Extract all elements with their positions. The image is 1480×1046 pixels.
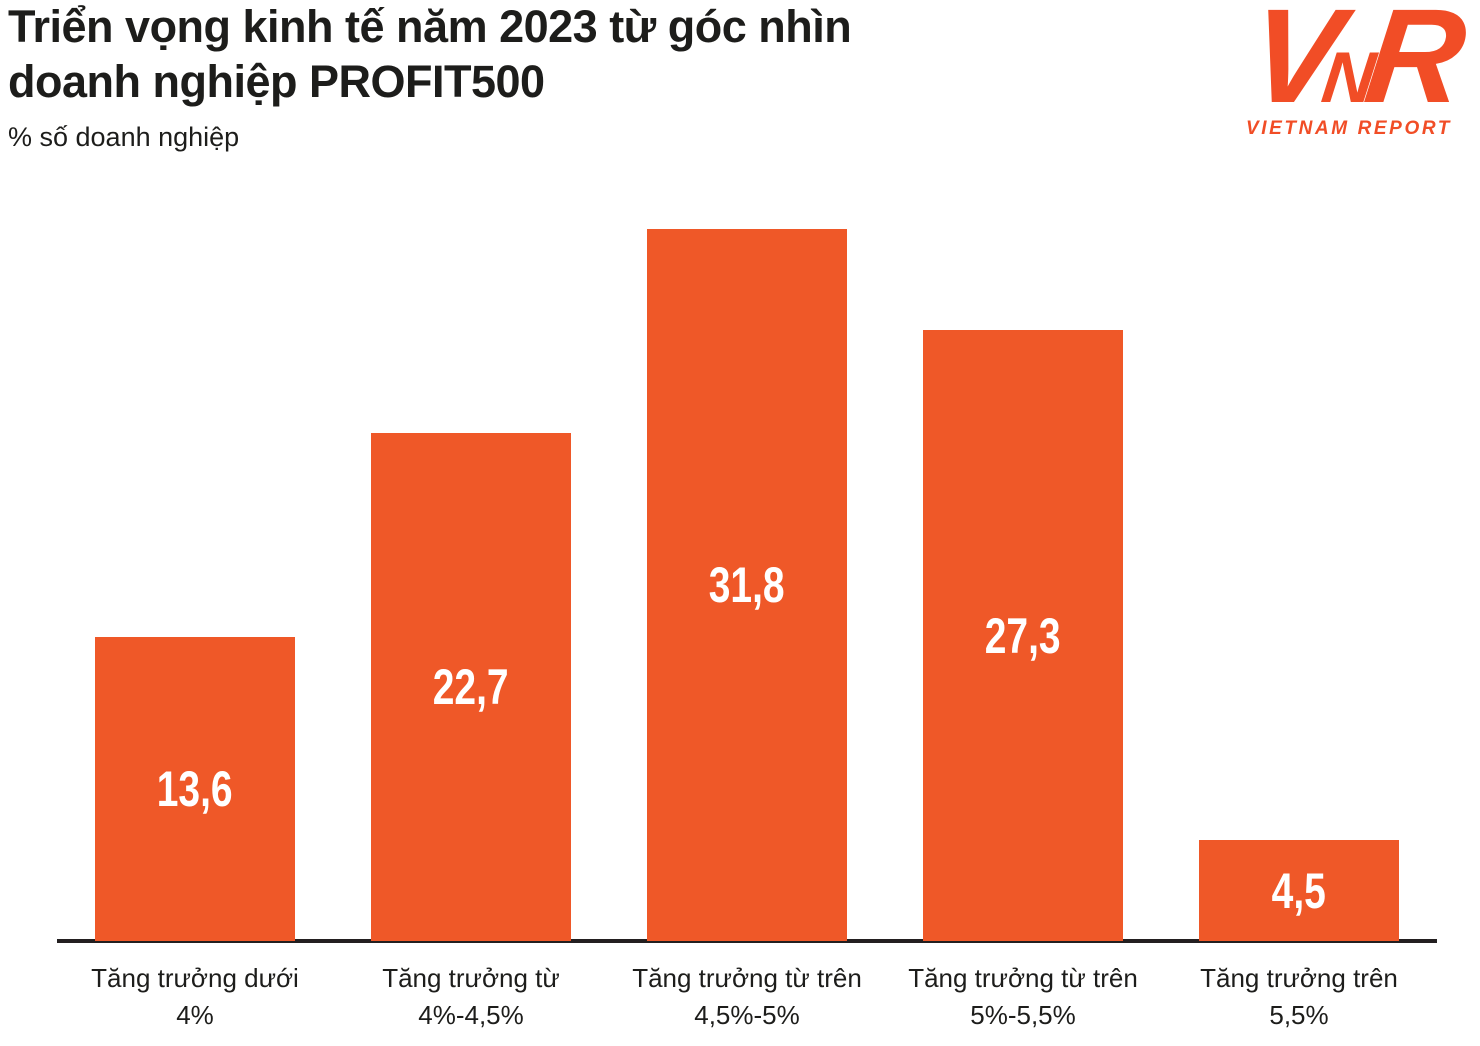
bar-column: 27,3 <box>885 191 1161 941</box>
bar-column: 4,5 <box>1161 191 1437 941</box>
bar-value-label: 13,6 <box>157 761 233 817</box>
bar: 22,7 <box>371 433 571 941</box>
bar-chart: 13,6 22,7 31,8 27,3 4,5 <box>57 191 1437 941</box>
bar-column: 22,7 <box>333 191 609 941</box>
bar-value-label: 27,3 <box>985 607 1061 664</box>
bar: 27,3 <box>923 330 1123 941</box>
x-axis-category-label: Tăng trưởng từ trên 5%-5,5% <box>908 963 1138 1030</box>
x-axis-labels: Tăng trưởng dưới 4% Tăng trưởng từ 4%-4,5% T… <box>57 960 1437 1034</box>
chart-unit-label: % số doanh nghiệp <box>8 122 240 152</box>
x-axis-category-label: Tăng trưởng trên 5,5% <box>1200 963 1398 1030</box>
logo-caption: VIETNAM REPORT <box>1246 118 1452 139</box>
bar-column: 13,6 <box>57 191 333 941</box>
bar: 31,8 <box>647 229 847 941</box>
bar-value-label: 22,7 <box>433 659 509 715</box>
bar: 13,6 <box>95 637 295 941</box>
vietnam-report-logo: V N R VIETNAM REPORT <box>1242 0 1473 139</box>
bar-column: 31,8 <box>609 191 885 941</box>
bar-value-label: 31,8 <box>709 557 785 613</box>
bar-value-label: 4,5 <box>1271 862 1327 919</box>
x-axis-line <box>57 939 1437 943</box>
x-axis-category-label: Tăng trưởng dưới 4% <box>91 963 299 1030</box>
bar: 4,5 <box>1199 840 1399 941</box>
logo-letter-r: R <box>1358 0 1473 131</box>
chart-title: Triển vọng kinh tế năm 2023 từ góc nhìn … <box>8 1 852 107</box>
x-axis-category-label: Tăng trưởng từ 4%-4,5% <box>382 963 560 1030</box>
x-axis-category-label: Tăng trưởng từ trên 4,5%-5% <box>632 963 862 1030</box>
logo-letter-n: N <box>1318 38 1382 118</box>
